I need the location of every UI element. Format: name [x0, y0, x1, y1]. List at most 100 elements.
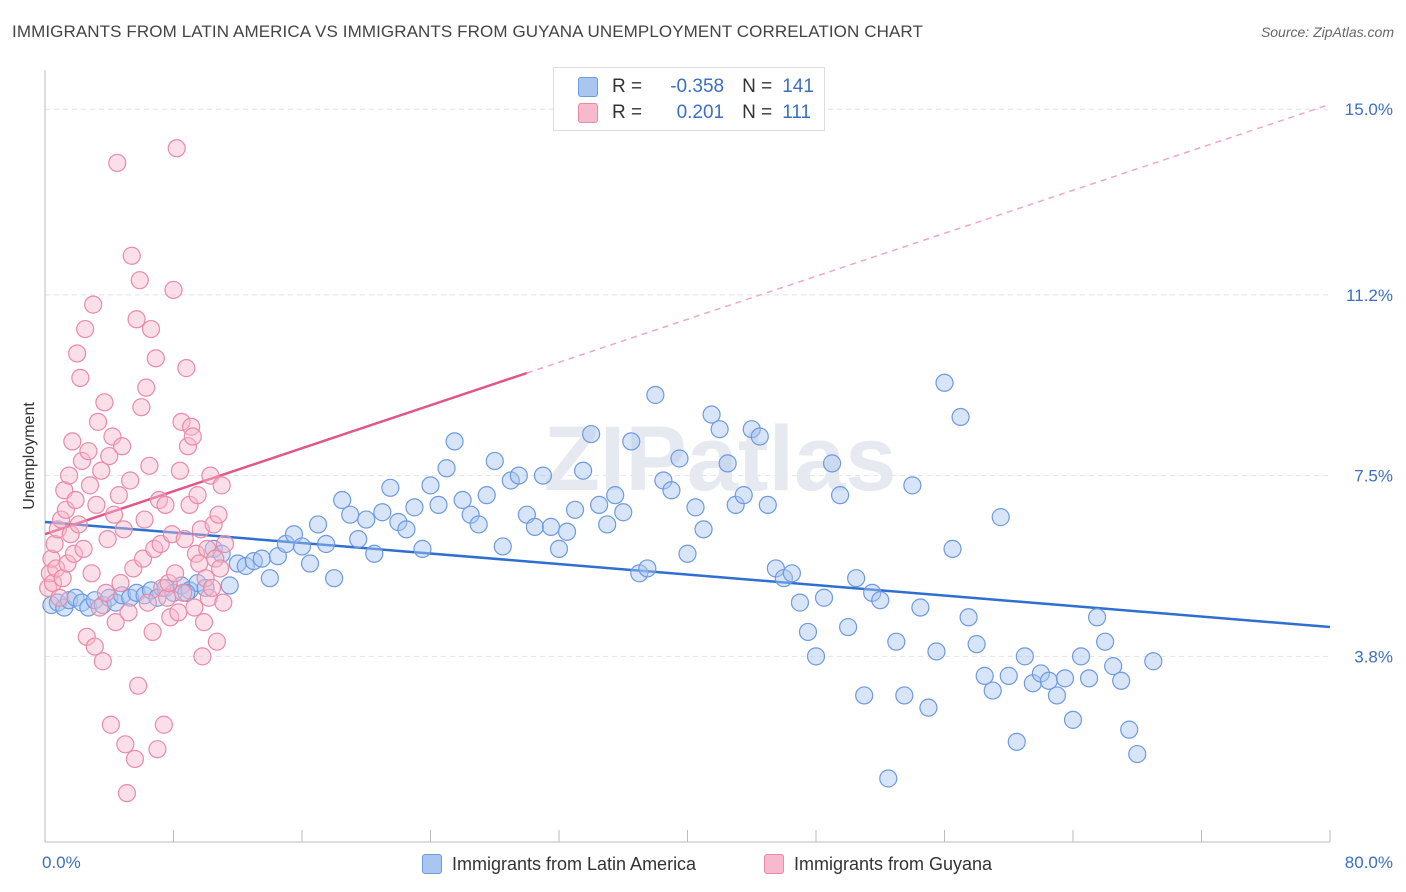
point-latin-america: [349, 530, 368, 549]
point-guyana: [175, 530, 194, 549]
point-guyana: [130, 271, 149, 290]
point-guyana: [109, 486, 128, 505]
point-latin-america: [830, 486, 850, 505]
point-latin-america: [413, 539, 432, 558]
point-guyana: [177, 359, 196, 378]
point-guyana: [56, 500, 75, 519]
point-guyana: [186, 544, 206, 563]
point-guyana: [53, 569, 72, 588]
point-latin-america: [429, 495, 448, 515]
point-latin-america: [991, 508, 1010, 527]
point-latin-america: [1120, 720, 1139, 739]
point-guyana: [79, 442, 98, 461]
point-latin-america: [806, 647, 826, 666]
point-latin-america: [646, 385, 665, 405]
point-latin-america: [1007, 732, 1026, 751]
point-guyana: [84, 295, 103, 314]
legend-swatch-latin-america: [578, 77, 598, 97]
point-guyana: [58, 554, 77, 573]
point-guyana: [63, 432, 82, 451]
point-latin-america: [686, 498, 705, 517]
y-tick-label: 3.8%: [1354, 647, 1393, 666]
trend-line-latin-america: [44, 520, 1331, 629]
point-latin-america: [445, 432, 464, 451]
point-guyana: [164, 280, 183, 300]
point-guyana: [127, 310, 146, 329]
point-latin-america: [919, 698, 938, 717]
point-latin-america: [718, 454, 737, 473]
point-guyana: [129, 676, 148, 695]
point-guyana: [148, 740, 167, 759]
point-guyana: [124, 559, 143, 578]
legend-swatch-guyana: [578, 103, 598, 123]
point-guyana: [87, 495, 106, 515]
point-guyana: [154, 715, 173, 734]
point-latin-america: [1144, 652, 1163, 671]
point-latin-america: [582, 424, 601, 444]
point-guyana: [72, 451, 92, 471]
legend-row-guyana: R = 0.201 N = 111: [578, 101, 811, 125]
point-guyana: [194, 613, 214, 632]
point-latin-america: [822, 454, 842, 473]
point-latin-america: [1063, 710, 1083, 729]
point-guyana: [207, 632, 226, 651]
r-value: -0.358: [670, 76, 725, 97]
point-latin-america: [1104, 657, 1123, 676]
point-latin-america: [702, 405, 721, 424]
r-label: R =: [612, 76, 643, 97]
point-guyana: [119, 603, 138, 622]
point-latin-america: [405, 498, 424, 517]
point-latin-america: [598, 515, 617, 534]
y-tick-label: 15.0%: [1345, 100, 1393, 119]
point-latin-america: [300, 554, 320, 573]
point-guyana: [146, 349, 165, 368]
point-latin-america: [758, 495, 777, 515]
point-latin-america: [959, 608, 978, 627]
point-latin-america: [710, 420, 729, 439]
point-guyana: [74, 539, 93, 558]
point-latin-america: [1015, 647, 1034, 666]
point-guyana: [85, 637, 104, 656]
point-guyana: [204, 515, 223, 534]
point-guyana: [209, 505, 228, 524]
point-guyana: [188, 486, 207, 505]
point-latin-america: [662, 481, 681, 500]
point-latin-america: [325, 569, 344, 588]
point-latin-america: [220, 576, 239, 595]
bottom-legend-swatch-guyana: [764, 854, 784, 874]
point-guyana: [125, 749, 145, 769]
point-guyana: [122, 246, 141, 265]
point-latin-america: [373, 503, 392, 522]
point-guyana: [80, 476, 100, 495]
point-guyana: [193, 647, 212, 666]
point-latin-america: [750, 427, 769, 446]
point-guyana: [116, 735, 135, 754]
n-label: N =: [742, 102, 773, 123]
point-latin-america: [308, 515, 328, 534]
chart-title: IMMIGRANTS FROM LATIN AMERICA VS IMMIGRA…: [12, 22, 923, 41]
point-latin-america: [453, 490, 472, 510]
point-latin-america: [1047, 686, 1067, 705]
point-guyana: [183, 427, 202, 446]
point-guyana: [170, 461, 190, 480]
point-latin-america: [485, 451, 504, 471]
trend-extension-guyana: [526, 103, 1331, 374]
point-guyana: [68, 344, 87, 363]
point-guyana: [196, 569, 215, 588]
point-guyana: [112, 437, 132, 456]
point-latin-america: [1112, 671, 1131, 690]
point-latin-america: [333, 490, 352, 510]
point-latin-america: [1071, 647, 1091, 666]
point-guyana: [206, 549, 225, 568]
point-latin-america: [397, 520, 416, 539]
point-latin-america: [252, 549, 271, 568]
point-latin-america: [943, 539, 962, 558]
point-latin-america: [670, 449, 689, 468]
point-guyana: [169, 603, 188, 622]
point-latin-america: [260, 569, 279, 588]
point-latin-america: [871, 591, 890, 610]
point-guyana: [174, 583, 193, 602]
point-latin-america: [509, 466, 528, 485]
bottom-legend-guyana: Immigrants from Guyana: [764, 852, 992, 876]
